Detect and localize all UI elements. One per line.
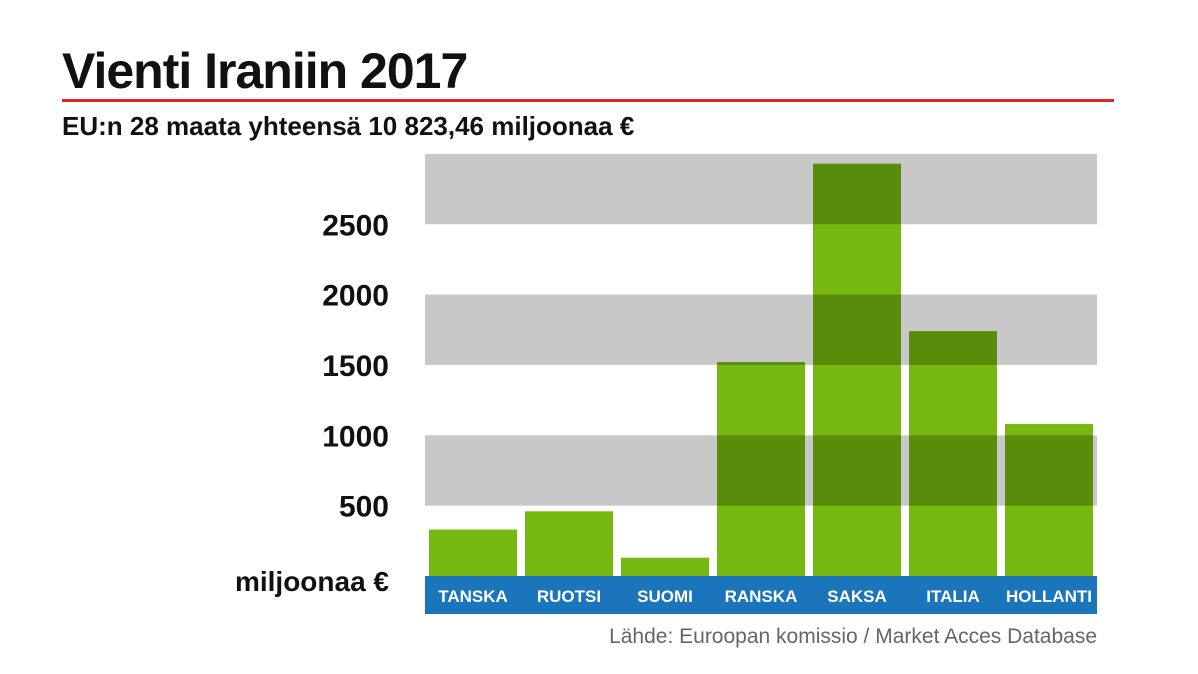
bar-overlap-segment: [717, 435, 805, 506]
bar-tanska: [429, 529, 517, 576]
category-label: ITALIA: [926, 587, 980, 606]
category-label: SAKSA: [827, 587, 887, 606]
chart-title: Vienti Iraniin 2017: [62, 43, 468, 99]
grid-band: [425, 153, 1097, 225]
bar-overlap-segment: [717, 362, 805, 365]
bars: [429, 163, 1093, 576]
source-note: Lähde: Euroopan komissio / Market Acces …: [609, 625, 1097, 648]
category-axis: TANSKA RUOTSI SUOMI RANSKA SAKSA ITALIA HOLLAN…: [425, 576, 1097, 614]
category-label: RUOTSI: [537, 587, 601, 606]
bar-overlap-segment: [813, 435, 901, 506]
bar-overlap-segment: [1005, 435, 1093, 506]
category-label: HOLLANTI: [1006, 587, 1092, 606]
y-tick-label: 2500: [322, 209, 389, 242]
y-tick-label: 1000: [322, 420, 389, 453]
chart-subtitle: EU:n 28 maata yhteensä 10 823,46 miljoon…: [62, 111, 635, 141]
y-axis-unit-label: miljoonaa €: [235, 566, 389, 597]
value-axis: 500 1000 1500 2000 2500 miljoonaa €: [235, 209, 389, 597]
bar-overlap-segment: [909, 435, 997, 506]
bar-saksa: [813, 163, 901, 576]
title-rule: [62, 99, 1114, 102]
bar-overlap-segment: [813, 163, 901, 225]
category-axis-strip: [425, 576, 1097, 614]
category-label: SUOMI: [637, 587, 693, 606]
bar-overlap-segment: [909, 331, 997, 365]
category-label: TANSKA: [438, 587, 508, 606]
y-tick-label: 1500: [322, 350, 389, 383]
category-label: RANSKA: [725, 587, 798, 606]
y-tick-label: 2000: [322, 280, 389, 313]
bar-suomi: [621, 557, 709, 576]
y-tick-label: 500: [339, 491, 389, 524]
bar-overlap-segment: [813, 294, 901, 365]
bar-ruotsi: [525, 511, 613, 576]
